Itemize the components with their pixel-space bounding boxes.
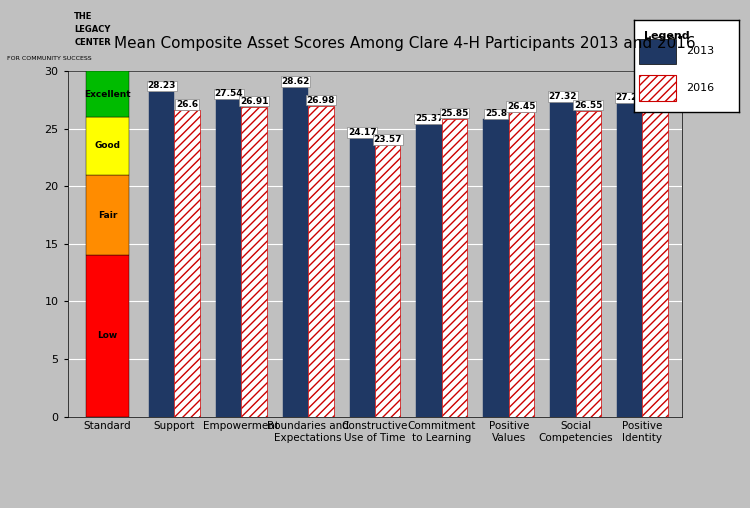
Text: 27.32: 27.32 bbox=[548, 92, 577, 101]
Text: 26.6: 26.6 bbox=[176, 100, 198, 109]
Text: 2016: 2016 bbox=[686, 83, 714, 93]
Bar bbox=[283, 87, 308, 417]
Bar bbox=[350, 138, 375, 417]
Text: 27.54: 27.54 bbox=[214, 89, 243, 98]
Text: 25.37: 25.37 bbox=[415, 114, 443, 123]
Bar bbox=[483, 119, 508, 417]
Text: 26.51: 26.51 bbox=[641, 101, 669, 110]
Text: 26.45: 26.45 bbox=[507, 102, 536, 111]
Text: 28.62: 28.62 bbox=[281, 77, 310, 86]
Bar bbox=[617, 103, 643, 417]
Text: 24.17: 24.17 bbox=[348, 128, 376, 137]
Bar bbox=[175, 110, 200, 417]
Bar bbox=[216, 100, 242, 417]
Bar bbox=[639, 75, 676, 101]
Bar bbox=[86, 71, 129, 117]
Text: THE: THE bbox=[74, 12, 93, 21]
Bar bbox=[442, 119, 467, 417]
Bar bbox=[639, 39, 676, 64]
Text: Low: Low bbox=[98, 331, 118, 340]
Bar bbox=[86, 256, 129, 417]
Bar bbox=[550, 102, 575, 417]
Text: 2013: 2013 bbox=[686, 46, 714, 56]
Text: Excellent: Excellent bbox=[84, 89, 131, 99]
Text: 28.23: 28.23 bbox=[148, 81, 176, 90]
Bar bbox=[643, 111, 668, 417]
Bar bbox=[86, 175, 129, 256]
Bar bbox=[509, 112, 534, 417]
Bar bbox=[575, 111, 601, 417]
Text: Good: Good bbox=[94, 141, 121, 150]
Bar bbox=[308, 106, 334, 417]
Text: 26.55: 26.55 bbox=[574, 101, 602, 110]
Bar bbox=[86, 117, 129, 175]
Text: 26.91: 26.91 bbox=[240, 97, 268, 106]
Text: 27.22: 27.22 bbox=[616, 93, 644, 102]
Bar bbox=[242, 107, 267, 417]
Bar bbox=[416, 124, 442, 417]
Text: 23.57: 23.57 bbox=[374, 135, 402, 144]
Text: FOR COMMUNITY SUCCESS: FOR COMMUNITY SUCCESS bbox=[7, 55, 92, 60]
Bar bbox=[149, 91, 175, 417]
Text: 26.98: 26.98 bbox=[307, 96, 335, 105]
Text: Mean Composite Asset Scores Among Clare 4-H Participants 2013 and 2016: Mean Composite Asset Scores Among Clare … bbox=[114, 36, 696, 51]
Text: 25.85: 25.85 bbox=[440, 109, 469, 118]
Text: Fair: Fair bbox=[98, 210, 117, 219]
Text: Legend: Legend bbox=[644, 31, 690, 41]
Bar bbox=[375, 145, 400, 417]
Text: 25.8: 25.8 bbox=[485, 109, 507, 118]
Text: CENTER: CENTER bbox=[74, 39, 111, 47]
Text: LEGACY: LEGACY bbox=[74, 25, 111, 34]
